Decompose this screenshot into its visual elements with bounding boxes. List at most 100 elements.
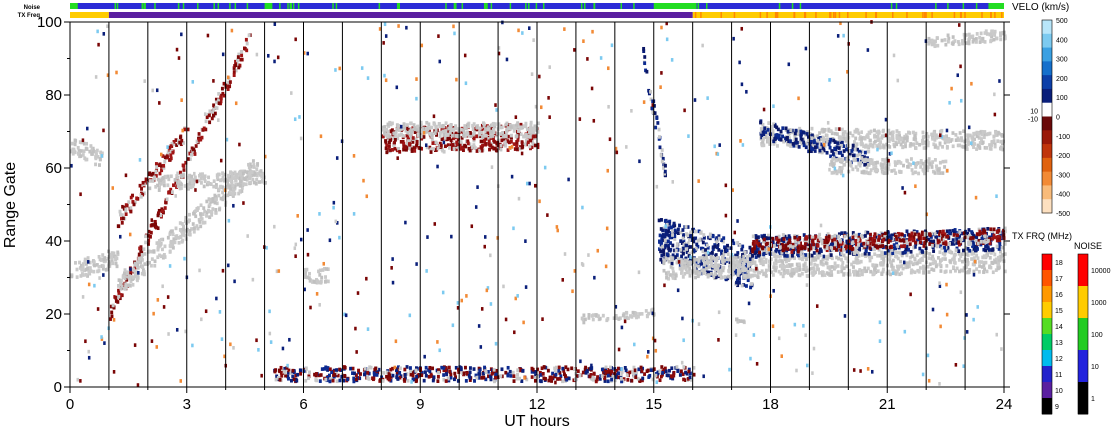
scatter-cell-red [851, 235, 855, 240]
scatter-cell-gray [214, 183, 218, 187]
scatter-cell-gray [123, 276, 127, 281]
scatter-cell-blue [855, 250, 859, 254]
scatter-cell-gray [818, 253, 822, 258]
scatter-cell-gray [883, 162, 887, 166]
scatter-cell-gray [770, 270, 774, 275]
scatter-cell-gray [223, 172, 227, 177]
scatter-cell-blue [726, 252, 730, 257]
scatter-cell-gray [156, 245, 160, 250]
scatter-cell-gray [591, 317, 595, 322]
scatter-cell-red [204, 127, 208, 132]
scatter-cell-mixed_ground [440, 365, 444, 370]
scatter-cell-red [208, 109, 212, 114]
scatter-cell-gray [843, 130, 847, 134]
scatter-cell-red [393, 137, 397, 142]
scatter-cell-red [524, 133, 528, 137]
noise-green-tick [114, 3, 117, 9]
scatter-cell-gray [153, 259, 157, 264]
scatter-cell-red [524, 138, 528, 143]
scatter-cell-blue [964, 245, 968, 250]
scatter-cell-red [839, 248, 843, 252]
scatter-cell-gray [406, 130, 410, 135]
scatter-cell-red [868, 237, 872, 241]
scatter-cell-blue [839, 245, 843, 249]
scatter-cell-blue [819, 249, 823, 253]
scatter-cell-blue [725, 248, 729, 253]
scatter-cell-blue [903, 249, 907, 254]
scatter-cell-gray [529, 123, 533, 127]
scatter-cell-blue [675, 245, 679, 249]
scatter-cell-red [751, 247, 755, 252]
scatter-cell-blue [661, 244, 665, 249]
scatter-cell-gray [964, 143, 968, 148]
scatter-cell-red [856, 237, 860, 242]
scatter-cell-blue [660, 159, 664, 164]
scatter-cell-gray [111, 261, 115, 266]
scatter-cell-gray [779, 271, 783, 276]
scatter-cell-gray [767, 263, 771, 268]
scatter-cell-red [210, 116, 214, 121]
scatter-cell-gray [866, 171, 870, 175]
scatter-cell-gray [999, 33, 1002, 38]
scatter-cell-gray [888, 145, 892, 149]
scatter-cell-red [928, 242, 932, 246]
scatter-cell-red [199, 137, 203, 142]
scatter-cell-red [877, 238, 881, 242]
scatter-cell-blue [661, 156, 665, 161]
scatter-cell-gray [982, 270, 986, 274]
scatter-cell-blue [781, 126, 785, 130]
scatter-cell-gray [848, 268, 851, 273]
noise-green-tick [535, 3, 538, 9]
scatter-cell-gray [993, 29, 997, 34]
scatter-cell-blue [775, 125, 779, 130]
scatter-cell-red [232, 73, 236, 77]
scatter-cell-red [169, 156, 173, 161]
scatter-cell-gray [199, 203, 203, 208]
scatter-cell-blue [873, 247, 876, 252]
scatter-cell-blue [670, 235, 674, 240]
scatter-cell-gray [614, 314, 618, 318]
scatter-cell-gray [830, 160, 834, 165]
scatter-cell-gray [985, 269, 989, 274]
scatter-cell-gray [875, 160, 879, 165]
scatter-cell-gray [709, 257, 713, 261]
scatter-cell-blue [720, 249, 724, 254]
scatter-cell-gray [727, 269, 731, 273]
scatter-cell-gray [965, 252, 969, 257]
scatter-cell-gray [166, 183, 170, 188]
scatter-cell-blue [717, 236, 721, 241]
scatter-cell-gray [753, 273, 757, 278]
scatter-cell-gray [250, 170, 254, 174]
scatter-cell-red [910, 236, 914, 241]
scatter-cell-gray [401, 134, 405, 138]
scatter-cell-gray [797, 268, 800, 272]
scatter-cell-red [762, 239, 765, 244]
scatter-cell-blue [886, 230, 890, 234]
scatter-cell-red [536, 145, 540, 150]
scatter-cell-mixed_ground [427, 374, 431, 379]
scatter-cell-blue [748, 245, 752, 250]
scatter-cell-red [515, 144, 519, 148]
scatter-cell-gray [164, 175, 168, 180]
scatter-cell-gray [823, 128, 827, 132]
scatter-cell-gray [187, 175, 191, 180]
noise-green-tick [378, 3, 381, 9]
scatter-cell-gray [983, 130, 987, 134]
scatter-cell-red [447, 124, 450, 129]
scatter-cell-gray [870, 255, 874, 260]
scatter-cell-gray [1003, 252, 1007, 256]
scatter-cell-gray [325, 267, 329, 271]
scatter-cell-red [129, 209, 133, 214]
scatter-cell-red [384, 139, 388, 143]
scatter-cell-gray [475, 125, 479, 129]
scatter-cell-red [396, 136, 400, 141]
scatter-cell-mixed_ground [391, 366, 395, 371]
noise-green-tick [292, 3, 295, 9]
scatter-cell-blue [695, 242, 699, 247]
scatter-cell-gray [738, 259, 742, 264]
scatter-cell-gray [233, 184, 237, 189]
scatter-cell-gray [426, 125, 430, 130]
scatter-cell-gray [972, 256, 976, 260]
scatter-cell-mixed_ground [617, 366, 620, 371]
scatter-cell-gray [482, 122, 486, 127]
